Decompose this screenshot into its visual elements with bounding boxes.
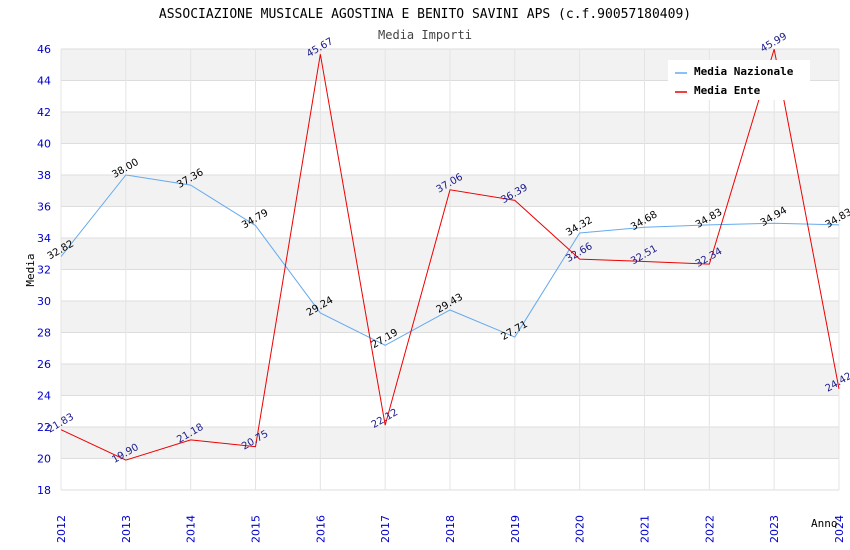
x-tick-label: 2020 <box>574 515 587 543</box>
x-tick-label: 2022 <box>703 515 716 543</box>
legend-box <box>668 60 810 100</box>
y-tick-label: 28 <box>37 327 51 340</box>
grid-lines <box>60 48 840 491</box>
x-tick-label: 2012 <box>55 515 68 543</box>
x-tick-label: 2015 <box>250 515 263 543</box>
x-tick-label: 2019 <box>509 515 522 543</box>
y-tick-label: 20 <box>37 453 51 466</box>
x-axis-label: Anno <box>811 517 838 530</box>
series-line-media-nazionale <box>60 174 840 346</box>
chart-title: ASSOCIAZIONE MUSICALE AGOSTINA E BENITO … <box>159 7 691 22</box>
y-tick-label: 24 <box>37 390 51 403</box>
x-tick-label: 2023 <box>768 515 781 543</box>
x-axis-ticks: 2012 2013 2014 2015 2016 2017 2018 2019 2020 2021… <box>55 515 846 543</box>
y-tick-label: 40 <box>37 138 51 151</box>
y-tick-label: 18 <box>37 484 51 497</box>
y-tick-label: 32 <box>37 264 51 277</box>
chart-subtitle: Media Importi <box>378 28 472 42</box>
x-tick-label: 2017 <box>379 515 392 543</box>
y-tick-label: 46 <box>37 43 51 56</box>
legend: Media Nazionale Media Ente <box>668 60 810 100</box>
x-tick-label: 2021 <box>639 515 652 543</box>
y-tick-label: 36 <box>37 201 51 214</box>
y-tick-label: 34 <box>37 232 51 245</box>
y-axis-ticks: 18 20 22 24 26 28 30 32 34 36 38 40 42 44 46 <box>37 43 51 497</box>
y-tick-label: 38 <box>37 169 51 182</box>
y-axis-label: Media <box>24 253 37 286</box>
x-tick-label: 2024 <box>833 515 846 543</box>
x-tick-label: 2016 <box>314 515 327 543</box>
y-tick-label: 42 <box>37 106 51 119</box>
y-tick-label: 44 <box>37 75 51 88</box>
x-tick-label: 2018 <box>444 515 457 543</box>
y-tick-label: 22 <box>37 421 51 434</box>
data-label-media-nazionale: 34.83 <box>824 207 850 231</box>
series-lines <box>60 49 840 461</box>
series-line-media-ente <box>60 49 840 461</box>
legend-label-media-ente: Media Ente <box>694 84 761 97</box>
x-tick-label: 2014 <box>185 515 198 543</box>
x-tick-label: 2013 <box>120 515 133 543</box>
y-tick-label: 26 <box>37 358 51 371</box>
legend-label-media-nazionale: Media Nazionale <box>694 65 794 78</box>
y-tick-label: 30 <box>37 295 51 308</box>
